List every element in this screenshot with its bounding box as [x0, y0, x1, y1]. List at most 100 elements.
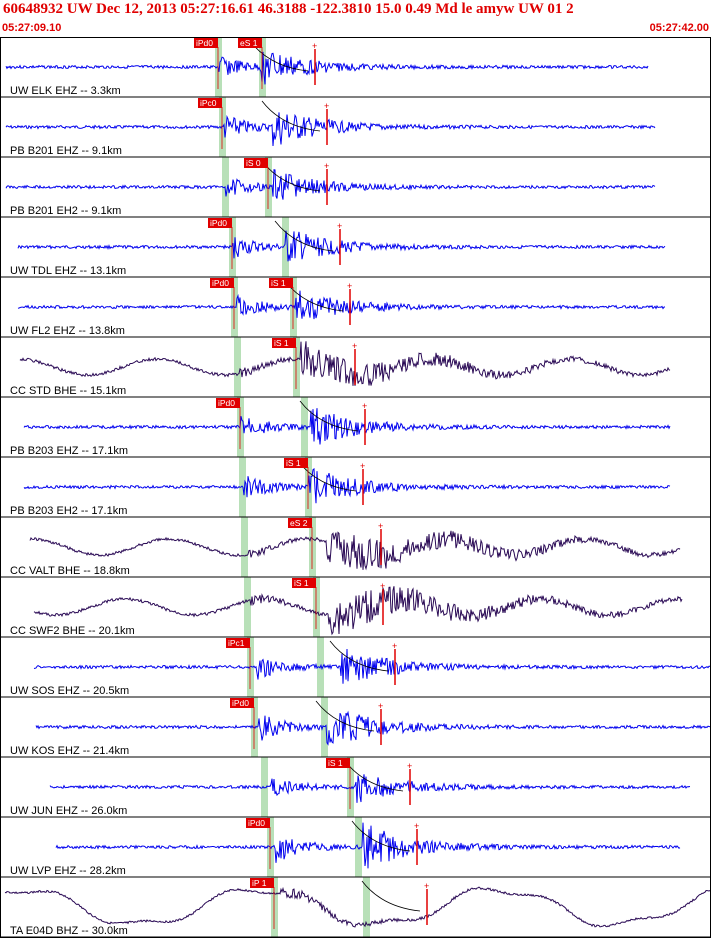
- pick-label[interactable]: iPc1: [226, 638, 250, 648]
- coda-marker-plus: +: [378, 701, 383, 711]
- pick-label-text: eS 2: [290, 518, 308, 528]
- pick-label-box[interactable]: [284, 458, 308, 468]
- pick-label-text: iPd0: [248, 818, 265, 828]
- trace-panel-5[interactable]: + iPd0 iS 1 UW FL2 EHZ -- 13.8km: [0, 278, 711, 338]
- seismogram-plot[interactable]: + iPd0 eS 1 UW ELK EHZ -- 3.3km + iPc0 PB B201…: [0, 37, 711, 938]
- record-header: 60648932 UW Dec 12, 2013 05:27:16.61 46.…: [0, 0, 711, 38]
- pick-label-box[interactable]: [210, 278, 234, 288]
- pick-label-box[interactable]: [194, 38, 218, 48]
- pick-label-box[interactable]: [272, 338, 296, 348]
- waveform-trace[interactable]: [5, 51, 649, 85]
- trace-panel-8[interactable]: + iS 1 PB B203 EH2 -- 17.1km: [0, 458, 711, 518]
- p-pick-window: [219, 97, 226, 157]
- trace-panel-6[interactable]: + iS 1 CC STD BHE -- 15.1km: [0, 338, 711, 398]
- pick-label-box[interactable]: [198, 98, 222, 108]
- pick-label[interactable]: iS 1: [272, 338, 296, 348]
- waveform-trace[interactable]: [33, 648, 711, 684]
- station-label: UW FL2 EHZ -- 13.8km: [10, 325, 125, 337]
- pick-label-box[interactable]: [292, 578, 316, 588]
- pick-label-text: iPd0: [196, 38, 213, 48]
- waveform-trace[interactable]: [35, 710, 711, 746]
- pick-label-box[interactable]: [226, 638, 250, 648]
- trace-panel-15[interactable]: + iP 1 TA E04D BHZ -- 30.0km: [0, 878, 711, 938]
- waveform-trace[interactable]: [17, 230, 666, 262]
- waveform-trace[interactable]: [23, 408, 671, 445]
- waveform-trace[interactable]: [5, 112, 656, 147]
- theoretical-arrival-curve: [315, 700, 375, 732]
- station-label: UW KOS EHZ -- 21.4km: [10, 745, 129, 757]
- trace-panel-11[interactable]: + iPc1 UW SOS EHZ -- 20.5km: [0, 638, 711, 698]
- waveform-trace[interactable]: [29, 530, 681, 571]
- trace-panel-12[interactable]: + iPd0 UW KOS EHZ -- 21.4km: [0, 698, 711, 758]
- trace-panel-3[interactable]: + iS 0 PB B201 EH2 -- 9.1km: [0, 158, 711, 218]
- pick-label-text: iP 1: [252, 878, 267, 888]
- pick-label[interactable]: iPd0: [216, 398, 240, 408]
- s-pick-window: [282, 217, 289, 277]
- trace-panel-1[interactable]: + iPd0 eS 1 UW ELK EHZ -- 3.3km: [0, 38, 711, 98]
- pick-label[interactable]: eS 1: [238, 38, 262, 48]
- window-start-time: 05:27:09.10: [2, 22, 62, 34]
- waveform-trace[interactable]: [4, 886, 711, 928]
- pick-label-box[interactable]: [230, 698, 254, 708]
- pick-label-box[interactable]: [244, 158, 268, 168]
- p-pick-window: [229, 217, 236, 277]
- waveform-trace[interactable]: [17, 290, 666, 320]
- theoretical-arrival-curve: [329, 640, 389, 672]
- pick-label[interactable]: iS 1: [292, 578, 316, 588]
- pick-label[interactable]: iPd0: [210, 278, 234, 288]
- s-pick-window: [309, 517, 316, 577]
- pick-label-box[interactable]: [326, 758, 350, 768]
- event-title: 60648932 UW Dec 12, 2013 05:27:16.61 46.…: [3, 1, 574, 17]
- pick-label-text: iPd0: [218, 398, 235, 408]
- waveform-trace[interactable]: [5, 169, 656, 200]
- coda-marker-plus: +: [324, 161, 329, 171]
- waveform-trace[interactable]: [23, 467, 671, 504]
- pick-label[interactable]: eS 2: [288, 518, 312, 528]
- p-pick-window: [241, 517, 248, 577]
- pick-label-box[interactable]: [216, 398, 240, 408]
- pick-label[interactable]: iS 1: [326, 758, 350, 768]
- pick-label-box[interactable]: [238, 38, 262, 48]
- pick-label-box[interactable]: [250, 878, 274, 888]
- trace-panel-14[interactable]: + iPd0 UW LVP EHZ -- 28.2km: [0, 818, 711, 878]
- coda-marker-plus: +: [407, 761, 412, 771]
- coda-marker-plus: +: [392, 641, 397, 651]
- pick-label[interactable]: iP 1: [250, 878, 274, 888]
- pick-label-text: iS 1: [286, 458, 301, 468]
- pick-label-text: iPc0: [200, 98, 217, 108]
- trace-panel-9[interactable]: + eS 2 CC VALT BHE -- 18.8km: [0, 518, 711, 578]
- s-pick-window: [305, 457, 312, 517]
- pick-label-text: iPd0: [210, 218, 227, 228]
- pick-label-text: iS 1: [294, 578, 309, 588]
- pick-label-box[interactable]: [269, 278, 293, 288]
- station-label: UW TDL EHZ -- 13.1km: [10, 265, 126, 277]
- pick-label-box[interactable]: [208, 218, 232, 228]
- pick-label-box[interactable]: [288, 518, 312, 528]
- pick-label[interactable]: iPd0: [194, 38, 218, 48]
- pick-label-box[interactable]: [246, 818, 270, 828]
- pick-label[interactable]: iPd0: [230, 698, 254, 708]
- pick-label[interactable]: iS 0: [244, 158, 268, 168]
- trace-panel-13[interactable]: + iS 1 UW JUN EHZ -- 26.0km: [0, 758, 711, 818]
- waveform-trace[interactable]: [19, 341, 671, 386]
- trace-panel-10[interactable]: + iS 1 CC SWF2 BHE -- 20.1km: [0, 578, 711, 638]
- station-label: UW JUN EHZ -- 26.0km: [10, 805, 127, 817]
- waveform-trace[interactable]: [33, 586, 683, 636]
- trace-panel-7[interactable]: + iPd0 PB B203 EHZ -- 17.1km: [0, 398, 711, 458]
- s-pick-window: [313, 577, 320, 637]
- waveform-trace[interactable]: [55, 822, 681, 869]
- pick-label[interactable]: iPc0: [198, 98, 222, 108]
- pick-label[interactable]: iPd0: [246, 818, 270, 828]
- station-label: UW ELK EHZ -- 3.3km: [10, 85, 121, 97]
- coda-marker-plus: +: [337, 221, 342, 231]
- s-pick-window: [355, 817, 362, 877]
- station-label: PB B201 EH2 -- 9.1km: [10, 205, 121, 217]
- pick-label[interactable]: iS 1: [284, 458, 308, 468]
- pick-label[interactable]: iS 1: [269, 278, 293, 288]
- pick-label[interactable]: iPd0: [208, 218, 232, 228]
- trace-panel-4[interactable]: + iPd0 UW TDL EHZ -- 13.1km: [0, 218, 711, 278]
- theoretical-arrival-curve: [361, 880, 421, 912]
- trace-panel-2[interactable]: + iPc0 PB B201 EHZ -- 9.1km: [0, 98, 711, 158]
- waveform-trace[interactable]: [49, 774, 691, 803]
- s-pick-window: [363, 877, 370, 937]
